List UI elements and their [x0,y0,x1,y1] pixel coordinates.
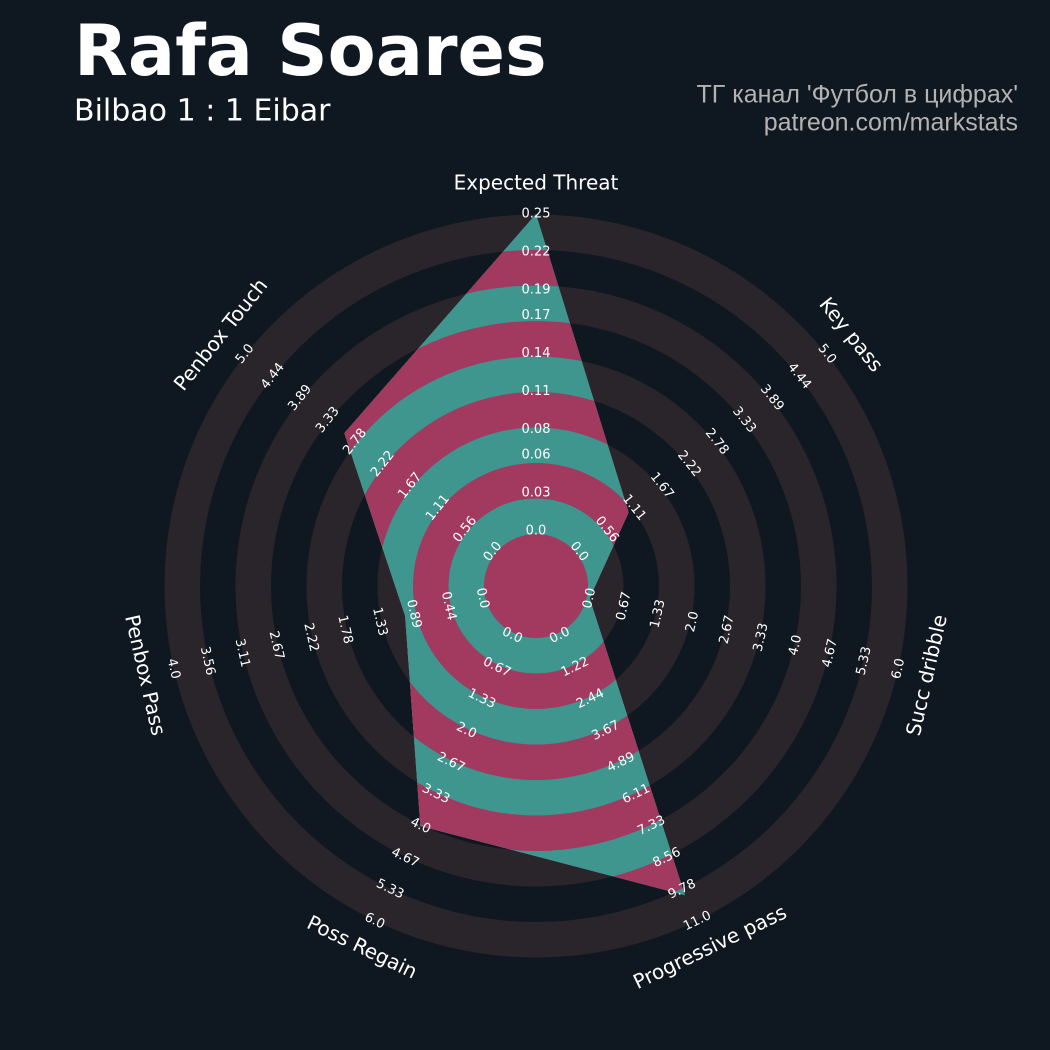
tick-label: 0.19 [522,283,551,298]
axis-label: Expected Threat [454,171,619,195]
tick-label: 1.33 [369,606,390,638]
tick-label: 0.89 [403,598,424,630]
tick-label: 2.0 [683,610,702,634]
tick-label: 0.67 [614,590,635,622]
tick-label: 4.0 [786,634,805,658]
tick-label: 0.03 [522,485,551,500]
tick-label: 0.06 [522,447,551,462]
tick-label: 0.25 [522,207,551,222]
credit: patreon.com/markstats [764,109,1018,137]
tick-label: 0.44 [438,590,459,622]
tick-label: 2.67 [717,614,738,646]
tick-label: 2.22 [300,622,321,654]
tick-label: 0.08 [522,422,551,437]
chart-subtitle: Bilbao 1 : 1 Eibar [74,94,331,129]
tick-label: 1.78 [334,614,355,646]
credit: ТГ канал 'Футбол в цифрах' [697,81,1018,109]
tick-label: 3.56 [197,645,218,677]
tick-label: 0.11 [522,384,551,399]
tick-label: 0.22 [522,245,551,260]
tick-label: 0.14 [522,346,551,361]
tick-label: 6.0 [889,657,908,681]
tick-label: 4.0 [164,657,183,681]
chart-title: Rafa Soares [74,10,547,92]
tick-label: 0.0 [526,524,547,539]
tick-label: 5.33 [854,645,875,677]
tick-label: 1.33 [648,598,669,630]
tick-label: 0.0 [580,586,599,610]
tick-label: 0.0 [473,586,492,610]
tick-label: 0.17 [522,308,551,323]
tick-label: 4.67 [820,637,841,669]
radar-ring [484,534,588,638]
tick-label: 3.33 [751,622,772,654]
tick-label: 2.67 [266,630,287,662]
tick-label: 3.11 [232,637,253,669]
